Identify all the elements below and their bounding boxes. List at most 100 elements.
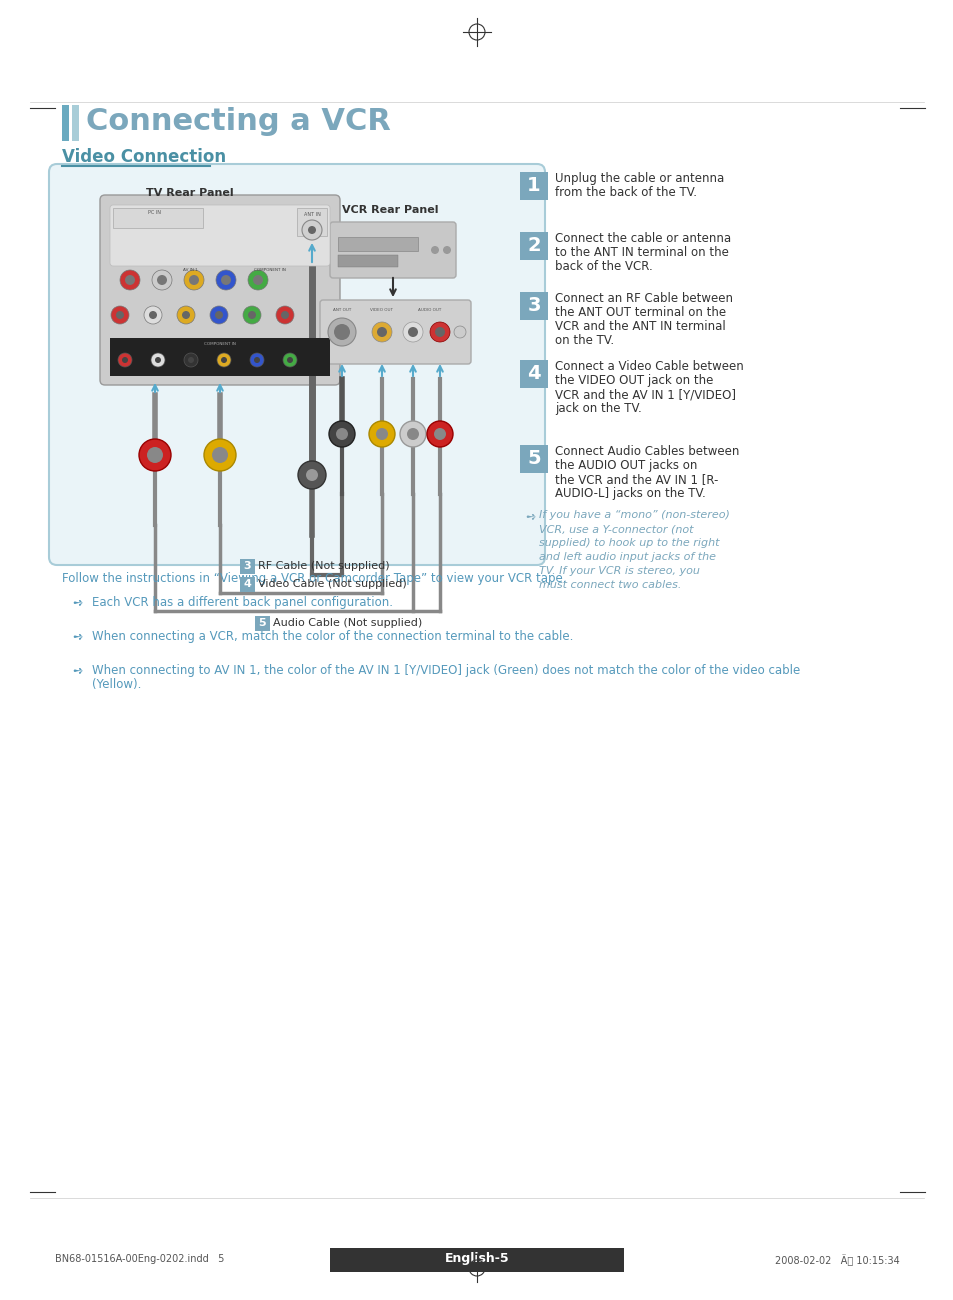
Circle shape: [427, 421, 453, 447]
Text: (Yellow).: (Yellow).: [91, 679, 141, 692]
Text: supplied) to hook up to the right: supplied) to hook up to the right: [538, 538, 719, 549]
Circle shape: [335, 428, 348, 439]
Circle shape: [152, 270, 172, 290]
Text: Video Cable (Not supplied): Video Cable (Not supplied): [257, 578, 406, 589]
Circle shape: [372, 322, 392, 342]
Circle shape: [118, 354, 132, 367]
Circle shape: [182, 311, 190, 318]
Circle shape: [308, 226, 315, 234]
Circle shape: [116, 311, 124, 318]
Text: to the ANT IN terminal on the: to the ANT IN terminal on the: [555, 246, 728, 259]
Text: COMPONENT IN: COMPONENT IN: [253, 268, 286, 272]
Circle shape: [204, 439, 235, 471]
Circle shape: [334, 324, 350, 341]
Circle shape: [125, 276, 135, 285]
Circle shape: [111, 306, 129, 324]
Circle shape: [287, 358, 293, 363]
Text: 4: 4: [243, 578, 252, 589]
Text: 4: 4: [527, 364, 540, 384]
Text: 3: 3: [527, 296, 540, 315]
Text: 2: 2: [527, 237, 540, 255]
Bar: [71, 105, 79, 140]
Text: the VIDEO OUT jack on the: the VIDEO OUT jack on the: [555, 374, 713, 387]
Circle shape: [253, 358, 260, 363]
Text: must connect two cables.: must connect two cables.: [538, 580, 680, 590]
Circle shape: [402, 322, 422, 342]
Text: PC IN: PC IN: [149, 211, 161, 214]
Circle shape: [306, 469, 317, 481]
Bar: [240, 559, 254, 575]
Text: 3: 3: [243, 562, 251, 571]
Text: VCR and the AV IN 1 [Y/VIDEO]: VCR and the AV IN 1 [Y/VIDEO]: [555, 387, 735, 400]
Bar: [330, 1248, 623, 1271]
Circle shape: [221, 358, 227, 363]
Circle shape: [120, 270, 140, 290]
Circle shape: [151, 354, 165, 367]
Circle shape: [302, 220, 322, 240]
Circle shape: [328, 318, 355, 346]
Text: Connect Audio Cables between: Connect Audio Cables between: [555, 445, 739, 458]
Text: VIDEO OUT: VIDEO OUT: [370, 308, 393, 312]
Circle shape: [144, 306, 162, 324]
Text: English-5: English-5: [444, 1252, 509, 1265]
FancyBboxPatch shape: [110, 205, 330, 266]
Circle shape: [376, 328, 387, 337]
Bar: [62, 105, 69, 140]
Text: AUDIO-L] jacks on the TV.: AUDIO-L] jacks on the TV.: [555, 488, 705, 500]
Text: ANT OUT: ANT OUT: [333, 308, 351, 312]
Circle shape: [210, 306, 228, 324]
Text: Connect a Video Cable between: Connect a Video Cable between: [555, 360, 743, 373]
Circle shape: [435, 328, 444, 337]
Bar: [296, 208, 327, 237]
Text: Follow the instructions in “Viewing a VCR or Camcorder Tape” to view your VCR ta: Follow the instructions in “Viewing a VC…: [62, 572, 566, 585]
Bar: [254, 616, 270, 630]
Bar: [519, 292, 547, 320]
Circle shape: [215, 270, 235, 290]
Circle shape: [221, 276, 231, 285]
Text: TV Rear Panel: TV Rear Panel: [146, 188, 233, 198]
Circle shape: [154, 358, 161, 363]
Text: BN68-01516A-00Eng-0202.indd   5: BN68-01516A-00Eng-0202.indd 5: [55, 1254, 224, 1264]
FancyBboxPatch shape: [319, 300, 471, 364]
Text: Video Connection: Video Connection: [62, 148, 226, 166]
Circle shape: [184, 270, 204, 290]
Text: ANT IN: ANT IN: [303, 212, 320, 217]
Circle shape: [454, 326, 465, 338]
Bar: [519, 231, 547, 260]
Circle shape: [283, 354, 296, 367]
Circle shape: [375, 428, 388, 439]
Circle shape: [188, 358, 193, 363]
Circle shape: [177, 306, 194, 324]
Text: COMPONENT IN: COMPONENT IN: [204, 342, 235, 346]
Text: ➺: ➺: [71, 664, 82, 677]
Bar: [519, 445, 547, 473]
Circle shape: [149, 311, 157, 318]
Text: 5: 5: [527, 448, 540, 468]
Bar: [519, 360, 547, 387]
Circle shape: [248, 270, 268, 290]
Bar: [519, 172, 547, 200]
Text: Connecting a VCR: Connecting a VCR: [86, 107, 391, 136]
Circle shape: [408, 328, 417, 337]
FancyBboxPatch shape: [330, 222, 456, 278]
Circle shape: [369, 421, 395, 447]
Bar: [112, 208, 203, 227]
Bar: [337, 255, 397, 266]
Circle shape: [184, 354, 198, 367]
Text: RF Cable (Not supplied): RF Cable (Not supplied): [257, 562, 389, 571]
Text: When connecting to AV IN 1, the color of the AV IN 1 [Y/VIDEO] jack (Green) does: When connecting to AV IN 1, the color of…: [91, 664, 800, 677]
Circle shape: [250, 354, 264, 367]
Circle shape: [147, 447, 163, 463]
Text: jack on the TV.: jack on the TV.: [555, 402, 641, 415]
Text: ➺: ➺: [524, 510, 535, 523]
Circle shape: [157, 276, 167, 285]
Text: When connecting a VCR, match the color of the connection terminal to the cable.: When connecting a VCR, match the color o…: [91, 630, 573, 644]
Circle shape: [189, 276, 199, 285]
Circle shape: [248, 311, 255, 318]
Bar: [337, 237, 417, 251]
Text: ➺: ➺: [71, 630, 82, 644]
Circle shape: [281, 311, 289, 318]
Text: 5: 5: [258, 618, 266, 628]
Text: the VCR and the AV IN 1 [R-: the VCR and the AV IN 1 [R-: [555, 473, 718, 486]
Circle shape: [430, 322, 450, 342]
